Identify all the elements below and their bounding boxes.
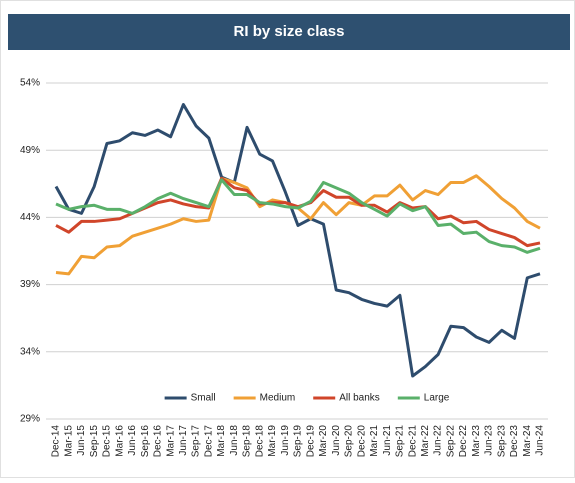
y-tick-label: 44%	[20, 212, 40, 223]
x-tick-label: Mar-22	[420, 425, 431, 457]
legend-label: Small	[191, 393, 216, 404]
x-tick-label: Jun-23	[484, 425, 495, 456]
x-tick-label: Dec-19	[305, 425, 316, 458]
x-tick-label: Sep-18	[242, 425, 253, 458]
x-tick-label: Sep-17	[191, 425, 202, 458]
x-tick-label: Sep-22	[445, 425, 456, 458]
x-tick-label: Mar-17	[165, 425, 176, 457]
x-tick-label: Jun-24	[535, 425, 546, 456]
x-tick-label: Dec-20	[356, 425, 367, 458]
y-tick-label: 39%	[20, 279, 40, 290]
x-tick-label: Jun-18	[229, 425, 240, 456]
y-tick-label: 29%	[20, 414, 40, 425]
legend-label: Medium	[260, 393, 296, 404]
legend-label: All banks	[339, 393, 380, 404]
x-tick-label: Mar-19	[267, 425, 278, 457]
y-tick-label: 49%	[20, 145, 40, 156]
x-tick-label: Dec-22	[458, 425, 469, 458]
x-tick-label: Mar-21	[369, 425, 380, 457]
x-tick-label: Dec-17	[203, 425, 214, 458]
x-tick-label: Jun-15	[76, 425, 87, 456]
x-tick-label: Sep-21	[395, 425, 406, 458]
x-tick-label: Jun-17	[178, 425, 189, 456]
x-tick-label: Mar-15	[63, 425, 74, 457]
x-tick-label: Dec-21	[407, 425, 418, 458]
x-tick-label: Jun-21	[382, 425, 393, 456]
x-tick-label: Sep-20	[344, 425, 355, 458]
y-tick-label: 34%	[20, 346, 40, 357]
x-tick-label: Dec-16	[153, 425, 164, 458]
x-tick-label: Mar-16	[114, 425, 125, 457]
x-tick-label: Jun-20	[331, 425, 342, 456]
x-tick-label: Mar-20	[318, 425, 329, 457]
series-line	[54, 103, 541, 378]
x-tick-label: Sep-16	[140, 425, 151, 458]
legend: Small Medium All banks Large	[164, 393, 450, 404]
title-banner	[8, 14, 570, 50]
x-tick-label: Sep-15	[89, 425, 100, 458]
x-tick-label: Sep-23	[496, 425, 507, 458]
series-line	[55, 178, 541, 254]
legend-label: Large	[424, 393, 450, 404]
x-tick-label: Mar-18	[216, 425, 227, 457]
x-tick-label: Dec-23	[509, 425, 520, 458]
chart-title: RI by size class	[234, 23, 345, 40]
x-tick-label: Sep-19	[293, 425, 304, 458]
x-tick-label: Dec-14	[51, 425, 62, 458]
x-tick-label: Jun-19	[280, 425, 291, 456]
y-tick-label: 54%	[20, 78, 40, 89]
x-tick-label: Dec-18	[254, 425, 265, 458]
x-tick-label: Jun-16	[127, 425, 138, 456]
x-tick-label: Mar-24	[522, 425, 533, 457]
x-tick-label: Mar-23	[471, 425, 482, 457]
x-tick-label: Dec-15	[102, 425, 113, 458]
x-tick-label: Jun-22	[433, 425, 444, 456]
